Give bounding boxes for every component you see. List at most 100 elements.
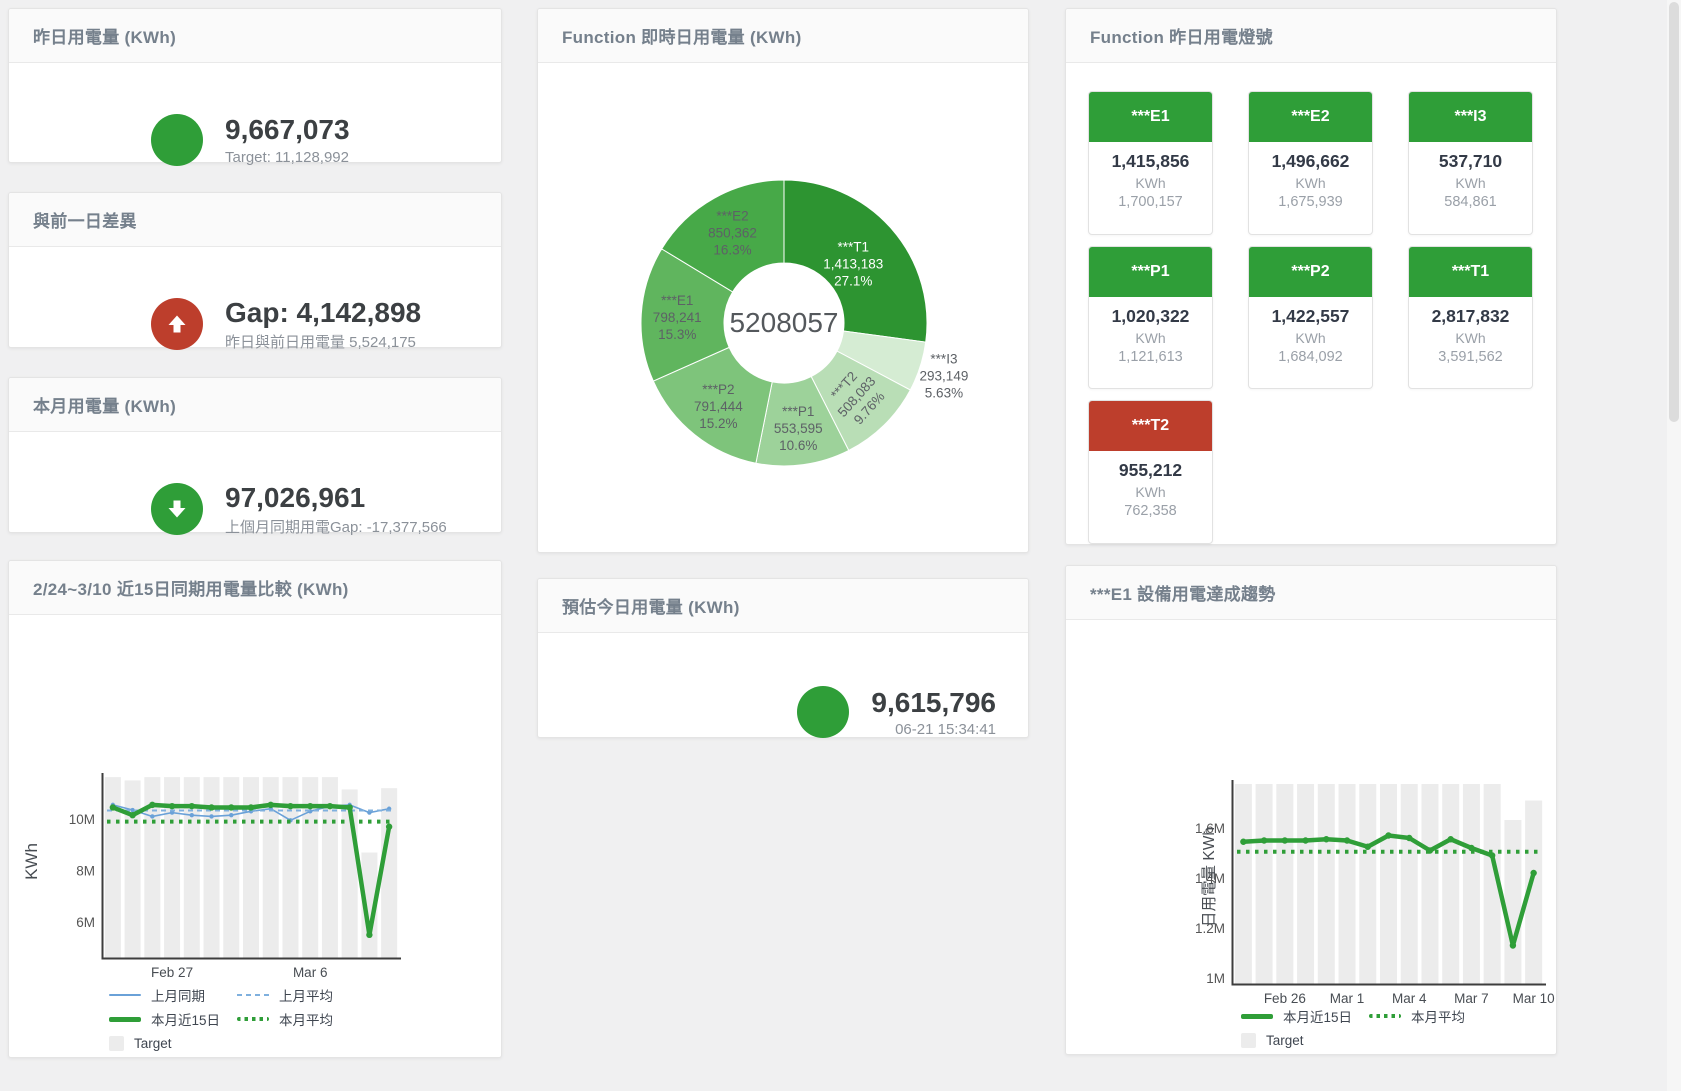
legend-label: 上月同期 (151, 989, 205, 1004)
panel-title: 與前一日差異 (33, 212, 137, 231)
legend-item[interactable]: Target (1241, 1030, 1304, 1050)
trend-chart: 1M 1.2M 1.4M 1.6M Feb 26 Mar 1 Mar 4 Mar 7 Mar 1… (1066, 620, 1556, 1054)
tile-status-header: ***P1 (1089, 246, 1212, 297)
svg-text:16.3%: 16.3% (713, 243, 751, 258)
legend-item[interactable]: 本月近15日 (1241, 1006, 1369, 1026)
status-tile: ***P2 1,422,557 KWh 1,684,092 (1248, 245, 1373, 390)
compare-chart: 6M 8M 10M Feb 27 Mar 6 KWh 上月同期 上月平均本月近15日 本月平均… (9, 615, 501, 1057)
legend-item[interactable]: 上月平均 (237, 985, 333, 1005)
svg-text:15.3%: 15.3% (658, 327, 696, 342)
stat-value: 9,615,796 (871, 686, 996, 718)
tile-unit: KWh (1135, 484, 1166, 501)
tile-label: ***P2 (1291, 262, 1330, 280)
svg-text:日用電量 KWh: 日用電量 KWh (1201, 827, 1218, 927)
arrow-down-icon (151, 483, 203, 535)
legend-label: 上月平均 (279, 989, 333, 1004)
stat-subtext: 上個月同期用電Gap: -17,377,566 (225, 519, 447, 537)
panel-header: 2/24~3/10 近15日同期用電量比較 (KWh) (9, 561, 501, 615)
panel-header: Function 即時日用電量 (KWh) (538, 9, 1028, 63)
tile-body: 1,496,662 KWh 1,675,939 (1249, 142, 1372, 220)
panel-today-estimate: 預估今日用電量 (KWh) 9,615,796 06-21 15:34:41 (537, 578, 1029, 738)
donut-chart: ***T1 1,413,183 27.1% ***I3 293,149 5.63% ***T… (538, 63, 1028, 552)
svg-text:1.4M: 1.4M (1195, 871, 1225, 886)
stat-subtext: Target: 11,128,992 (225, 148, 349, 166)
page-scrollbar[interactable] (1667, 0, 1681, 1091)
legend-item[interactable]: 本月近15日 (109, 1009, 237, 1029)
tile-unit: KWh (1295, 329, 1326, 346)
svg-text:1,413,183: 1,413,183 (823, 256, 883, 271)
panel-day-diff: 與前一日差異 Gap: 4,142,898 昨日與前日用電量 5,524,175 (8, 192, 502, 351)
panel-title: 2/24~3/10 近15日同期用電量比較 (KWh) (33, 580, 349, 599)
status-tile: ***T1 2,817,832 KWh 3,591,562 (1408, 245, 1533, 390)
panel-month-usage: 本月用電量 (KWh) 97,026,961 上個月同期用電Gap: -17,3… (8, 377, 502, 536)
svg-text:***P2: ***P2 (702, 382, 734, 397)
tile-value: 1,415,856 (1111, 151, 1190, 171)
status-circle-icon (151, 113, 203, 166)
legend-label: 本月平均 (279, 1013, 333, 1028)
donut-chart-svg[interactable]: ***T11,413,18327.1%***I3293,1495.63%***T… (538, 63, 1028, 553)
stat-text: Gap: 4,142,898 昨日與前日用電量 5,524,175 (225, 296, 421, 353)
svg-text:6M: 6M (76, 915, 95, 930)
stat-body: 97,026,961 上個月同期用電Gap: -17,377,566 (9, 432, 501, 586)
svg-text:Mar 4: Mar 4 (1392, 991, 1427, 1006)
panel-e1-trend: ***E1 設備用電達成趨勢 1M 1.2M 1.4M 1.6M Feb 26 Mar 1… (1065, 565, 1557, 1055)
compare-chart-svg[interactable]: 6M 8M 10M Feb 27 Mar 6 KWh (9, 615, 501, 981)
legend-label: 本月近15日 (1283, 1010, 1353, 1025)
tile-status-header: ***T2 (1089, 401, 1212, 452)
svg-text:KWh: KWh (22, 843, 41, 880)
tile-value: 1,496,662 (1271, 151, 1350, 171)
tile-label: ***E2 (1291, 108, 1330, 125)
legend-swatch (109, 1035, 124, 1051)
panel-15day-compare: 2/24~3/10 近15日同期用電量比較 (KWh) 6M 8M 10M Feb 2… (8, 560, 502, 1058)
tile-unit: KWh (1455, 175, 1486, 191)
tile-body: 1,020,322 KWh 1,121,613 (1089, 297, 1212, 375)
svg-text:293,149: 293,149 (920, 368, 969, 383)
legend-label: 本月近15日 (151, 1013, 221, 1028)
stat-value: 9,667,073 (225, 114, 350, 146)
tile-target: 762,358 (1124, 503, 1177, 520)
svg-text:***P1: ***P1 (782, 404, 814, 419)
svg-text:***I3: ***I3 (930, 351, 957, 366)
tile-body: 1,415,856 KWh 1,700,157 (1089, 142, 1212, 220)
compare-chart-legend: 上月同期 上月平均本月近15日 本月平均 Target (109, 985, 501, 1053)
panel-title: 昨日用電量 (KWh) (33, 28, 177, 47)
panel-status-lights: Function 昨日用電燈號 ***E1 1,415,856 KWh 1,70… (1065, 8, 1557, 545)
trend-chart-svg[interactable]: 1M 1.2M 1.4M 1.6M Feb 26 Mar 1 Mar 4 Mar 7 Mar 1… (1066, 620, 1556, 1006)
legend-swatch (109, 993, 141, 997)
tile-status-header: ***E2 (1249, 92, 1372, 142)
legend-item[interactable]: Target (109, 1033, 172, 1053)
status-tile-grid: ***E1 1,415,856 KWh 1,700,157 ***E2 1,49… (1066, 63, 1556, 544)
tile-body: 955,212 KWh 762,358 (1089, 451, 1212, 529)
tile-target: 584,861 (1444, 194, 1497, 210)
arrow-up-icon (151, 298, 203, 350)
panel-header: Function 昨日用電燈號 (1066, 9, 1556, 63)
trend-chart-legend: 本月近15日 本月平均 Target (1241, 1006, 1556, 1050)
svg-text:***T1: ***T1 (838, 239, 870, 254)
stat-body: 9,667,073 Target: 11,128,992 (9, 63, 501, 216)
svg-text:Mar 7: Mar 7 (1454, 991, 1489, 1006)
svg-text:27.1%: 27.1% (834, 273, 872, 288)
legend-label: Target (134, 1035, 172, 1051)
stat-value: Gap: 4,142,898 (225, 296, 422, 328)
panel-header: 與前一日差異 (9, 193, 501, 247)
tile-body: 2,817,832 KWh 3,591,562 (1409, 297, 1532, 375)
stat-timestamp: 06-21 15:34:41 (895, 721, 996, 739)
scrollbar-thumb[interactable] (1669, 2, 1679, 422)
stat-text: 97,026,961 上個月同期用電Gap: -17,377,566 (225, 481, 447, 538)
legend-item[interactable]: 本月平均 (237, 1009, 333, 1029)
tile-unit: KWh (1295, 175, 1326, 191)
panel-header: 昨日用電量 (KWh) (9, 9, 501, 63)
tile-body: 537,710 KWh 584,861 (1409, 142, 1532, 220)
stat-value: 97,026,961 (225, 481, 366, 513)
svg-text:1.2M: 1.2M (1195, 921, 1225, 936)
tile-target: 1,121,613 (1118, 348, 1183, 365)
status-tile: ***I3 537,710 KWh 584,861 (1408, 91, 1533, 235)
legend-item[interactable]: 上月同期 (109, 985, 237, 1005)
tile-unit: KWh (1455, 329, 1486, 346)
legend-item[interactable]: 本月平均 (1369, 1006, 1465, 1026)
svg-text:Mar 1: Mar 1 (1330, 991, 1365, 1006)
tile-target: 1,684,092 (1278, 348, 1343, 365)
tile-unit: KWh (1135, 175, 1166, 191)
stat-body: 9,615,796 06-21 15:34:41 (538, 633, 1028, 791)
